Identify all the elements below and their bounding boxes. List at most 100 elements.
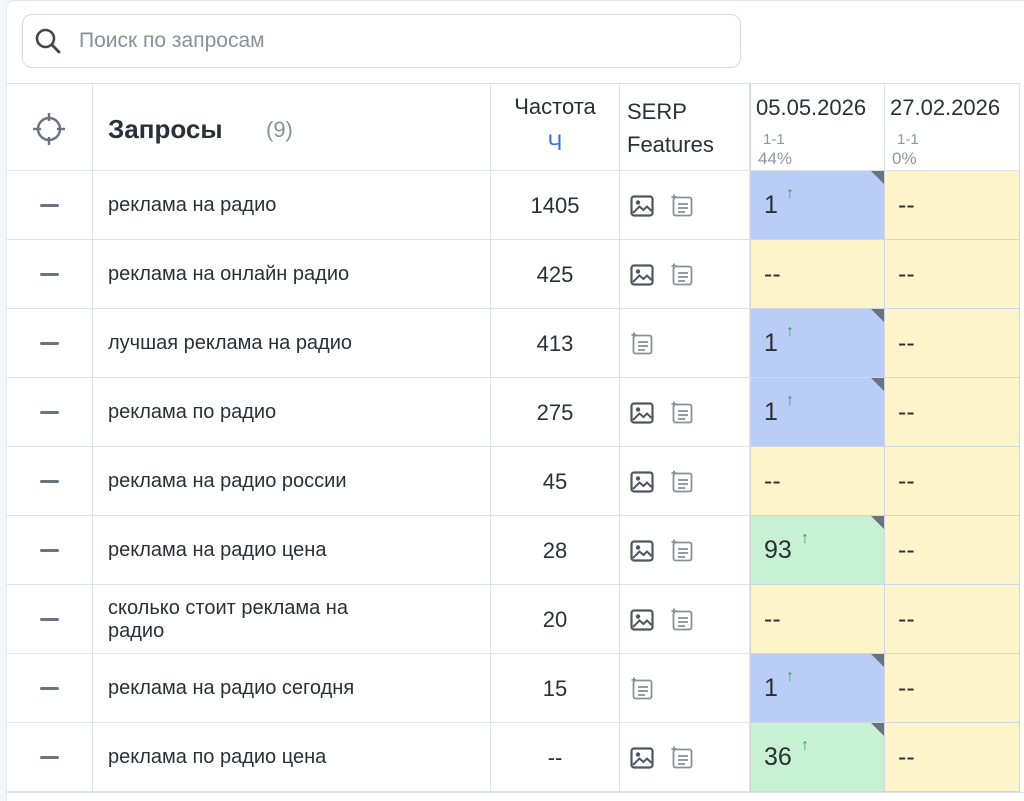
featured-snippet-icon[interactable]	[669, 262, 695, 288]
featured-snippet-icon[interactable]	[669, 400, 695, 426]
query-cell[interactable]: реклама на радио россии	[93, 447, 491, 516]
remove-query-cell[interactable]	[7, 309, 93, 378]
query-cell[interactable]: реклама по радио цена	[93, 723, 491, 792]
position-cell[interactable]: --	[885, 447, 1020, 516]
position-cell[interactable]: --	[885, 654, 1020, 723]
position-cell[interactable]: 1 ↑	[750, 171, 885, 240]
position-value: 1	[764, 191, 778, 219]
position-cell[interactable]: --	[885, 171, 1020, 240]
date-range: 1-1	[763, 131, 785, 148]
featured-snippet-icon[interactable]	[629, 676, 655, 702]
table-row[interactable]: реклама по радио 275 1 ↑ --	[7, 378, 1024, 447]
position-up-arrow-icon: ↑	[801, 737, 809, 754]
position-cell[interactable]: 93 ↑	[750, 516, 885, 585]
frequency-value: 1405	[530, 192, 580, 218]
frequency-label: Частота	[514, 94, 596, 119]
minus-icon[interactable]	[40, 549, 59, 552]
table-row[interactable]: лучшая реклама на радио 413 1 ↑ --	[7, 309, 1024, 378]
minus-icon[interactable]	[40, 204, 59, 207]
corner-marker-icon[interactable]	[871, 723, 884, 736]
query-cell[interactable]: сколько стоит реклама на радио	[93, 585, 491, 654]
minus-icon[interactable]	[40, 411, 59, 414]
image-icon[interactable]	[629, 538, 655, 564]
header-target-cell	[7, 83, 93, 171]
position-value: --	[898, 398, 915, 426]
search-input[interactable]	[79, 15, 719, 66]
featured-snippet-icon[interactable]	[669, 538, 695, 564]
query-cell[interactable]: реклама на радио сегодня	[93, 654, 491, 723]
corner-marker-icon[interactable]	[871, 171, 884, 184]
table-row[interactable]: сколько стоит реклама на радио 20 -- --	[7, 585, 1024, 654]
minus-icon[interactable]	[40, 618, 59, 621]
position-cell[interactable]: --	[750, 447, 885, 516]
position-value: 1	[764, 674, 778, 702]
header-serp-features: SERP Features	[620, 83, 750, 171]
position-cell[interactable]: --	[885, 378, 1020, 447]
remove-query-cell[interactable]	[7, 447, 93, 516]
table-row[interactable]: реклама на радио сегодня 15 1 ↑ --	[7, 654, 1024, 723]
header-date-column[interactable]: 05.05.2026 1-1 44%	[750, 83, 885, 171]
header-frequency[interactable]: Частота Ч	[491, 83, 620, 171]
position-cell[interactable]: --	[750, 585, 885, 654]
image-icon[interactable]	[629, 607, 655, 633]
position-cell[interactable]: 1 ↑	[750, 309, 885, 378]
image-icon[interactable]	[629, 745, 655, 771]
position-cell[interactable]: 36 ↑	[750, 723, 885, 792]
remove-query-cell[interactable]	[7, 723, 93, 792]
target-icon[interactable]	[32, 112, 66, 146]
position-cell[interactable]: --	[885, 309, 1020, 378]
query-cell[interactable]: реклама на онлайн радио	[93, 240, 491, 309]
header-queries[interactable]: Запросы (9)	[93, 83, 491, 171]
position-cell[interactable]: 1 ↑	[750, 378, 885, 447]
position-up-arrow-icon: ↑	[801, 530, 809, 547]
featured-snippet-icon[interactable]	[629, 331, 655, 357]
image-icon[interactable]	[629, 469, 655, 495]
featured-snippet-icon[interactable]	[669, 745, 695, 771]
corner-marker-icon[interactable]	[871, 516, 884, 529]
query-text: реклама по радио	[108, 401, 277, 423]
remove-query-cell[interactable]	[7, 585, 93, 654]
corner-marker-icon[interactable]	[871, 378, 884, 391]
position-cell[interactable]: --	[885, 516, 1020, 585]
minus-icon[interactable]	[40, 273, 59, 276]
minus-icon[interactable]	[40, 342, 59, 345]
serp-features-cell	[620, 585, 750, 654]
table-row[interactable]: реклама на радио цена 28 93 ↑ --	[7, 516, 1024, 585]
remove-query-cell[interactable]	[7, 240, 93, 309]
position-cell[interactable]: --	[885, 240, 1020, 309]
corner-marker-icon[interactable]	[871, 309, 884, 322]
position-cell[interactable]: --	[885, 585, 1020, 654]
query-cell[interactable]: реклама на радио цена	[93, 516, 491, 585]
position-value: --	[898, 605, 915, 633]
query-cell[interactable]: лучшая реклама на радио	[93, 309, 491, 378]
remove-query-cell[interactable]	[7, 516, 93, 585]
position-value: --	[898, 674, 915, 702]
table-row[interactable]: реклама на онлайн радио 425 -- --	[7, 240, 1024, 309]
position-cell[interactable]: --	[885, 723, 1020, 792]
corner-marker-icon[interactable]	[871, 654, 884, 667]
position-value: --	[898, 743, 915, 771]
search-box[interactable]	[22, 14, 741, 68]
remove-query-cell[interactable]	[7, 654, 93, 723]
table-row[interactable]: реклама на радио 1405 1 ↑ --	[7, 171, 1024, 240]
position-cell[interactable]: 1 ↑	[750, 654, 885, 723]
minus-icon[interactable]	[40, 480, 59, 483]
featured-snippet-icon[interactable]	[669, 469, 695, 495]
frequency-type-link[interactable]: Ч	[547, 130, 563, 155]
table-row[interactable]: реклама по радио цена -- 36 ↑ --	[7, 723, 1024, 792]
featured-snippet-icon[interactable]	[669, 193, 695, 219]
position-value: 1	[764, 398, 778, 426]
table-row[interactable]: реклама на радио россии 45 -- --	[7, 447, 1024, 516]
image-icon[interactable]	[629, 262, 655, 288]
header-date-column[interactable]: 27.02.2026 1-1 0%	[885, 83, 1020, 171]
remove-query-cell[interactable]	[7, 171, 93, 240]
featured-snippet-icon[interactable]	[669, 607, 695, 633]
query-cell[interactable]: реклама по радио	[93, 378, 491, 447]
image-icon[interactable]	[629, 400, 655, 426]
remove-query-cell[interactable]	[7, 378, 93, 447]
position-cell[interactable]: --	[750, 240, 885, 309]
minus-icon[interactable]	[40, 687, 59, 690]
image-icon[interactable]	[629, 193, 655, 219]
query-cell[interactable]: реклама на радио	[93, 171, 491, 240]
minus-icon[interactable]	[40, 756, 59, 759]
